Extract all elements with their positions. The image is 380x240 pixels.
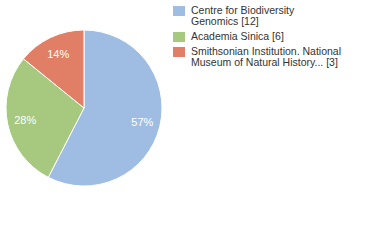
pie xyxy=(6,30,162,186)
legend-swatch xyxy=(173,6,185,16)
legend-swatch xyxy=(173,32,185,42)
legend-label: Centre for BiodiversityGenomics [12] xyxy=(191,4,295,27)
data-label: 28% xyxy=(14,114,36,126)
legend-label: Smithsonian Institution. NationalMuseum … xyxy=(191,45,341,68)
data-label: 57% xyxy=(131,116,153,128)
legend-label: Academia Sinica [6] xyxy=(191,30,284,42)
chart: 57% 28% 14% Centre for BiodiversityGenomics… xyxy=(0,0,380,240)
data-label: 14% xyxy=(47,48,69,60)
legend: Centre for BiodiversityGenomics [12] Acad… xyxy=(173,4,341,68)
legend-swatch xyxy=(173,47,185,57)
pie-slice xyxy=(23,30,84,108)
